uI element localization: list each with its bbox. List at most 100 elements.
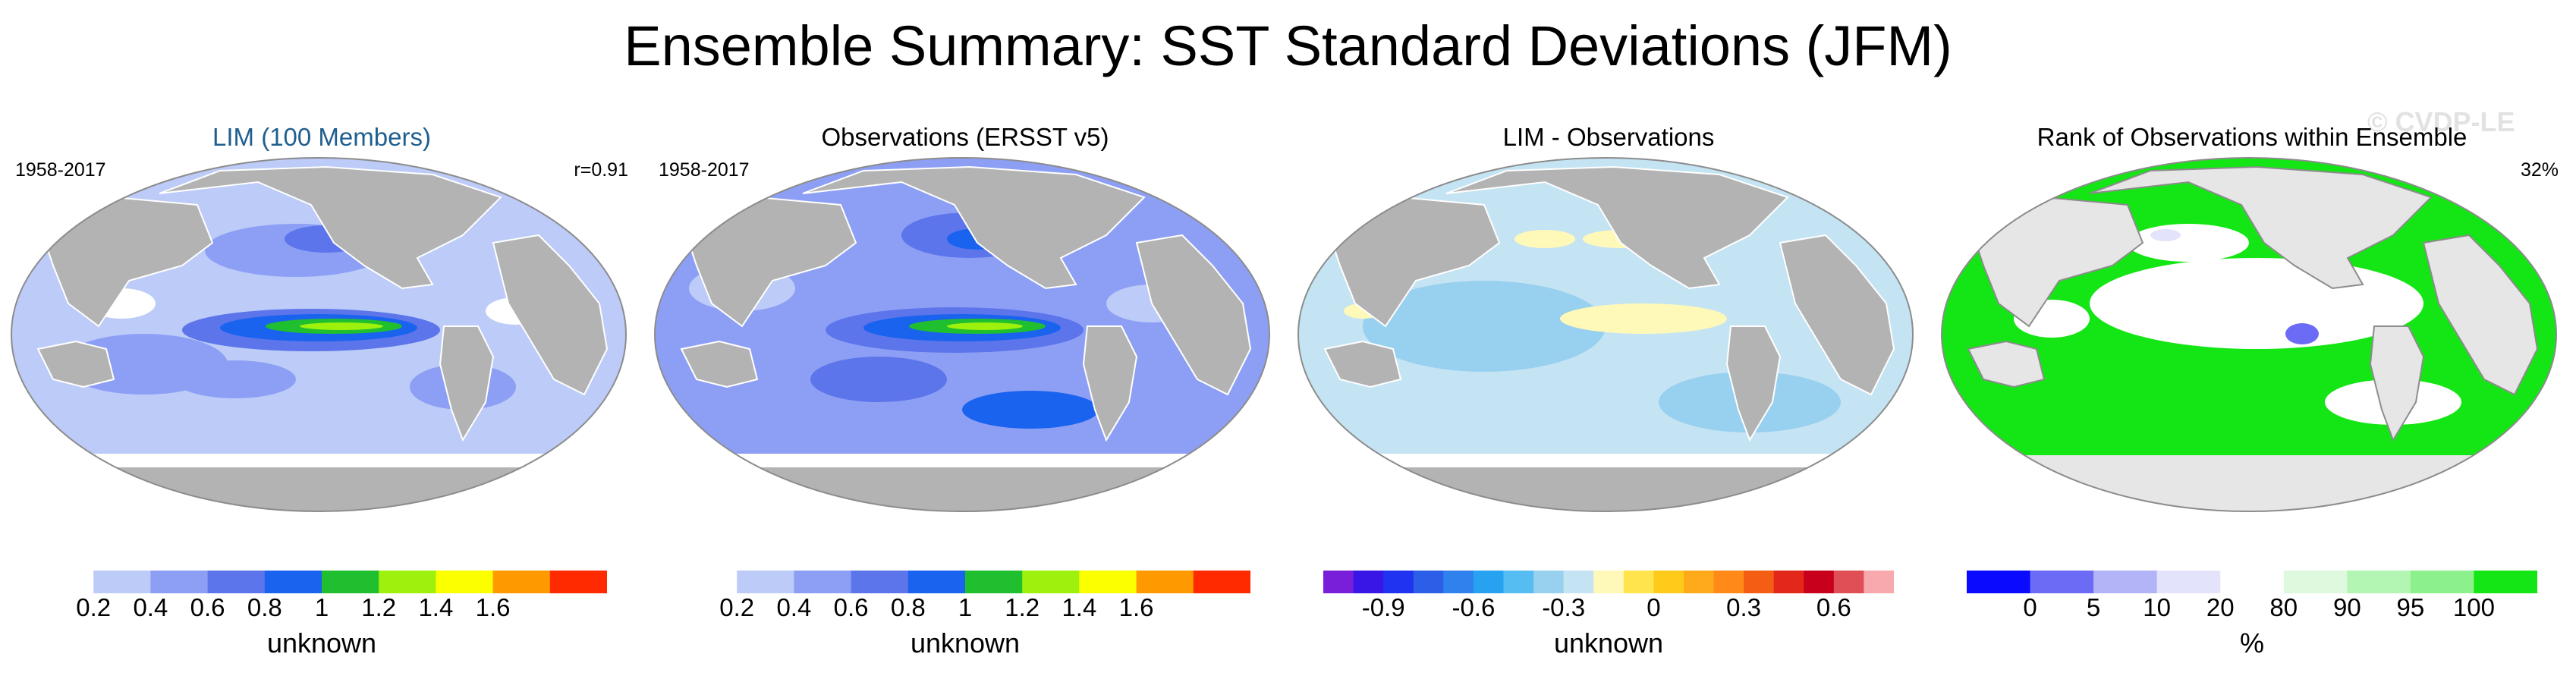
colorbar-swatch [2283, 571, 2348, 593]
colorbar-tick-label: -0.6 [1452, 593, 1495, 621]
colorbar-tick-label: 1.6 [476, 593, 511, 621]
colorbar-swatch [1533, 571, 1565, 593]
colorbar-swatch [965, 571, 1023, 593]
colorbar: 0.2 0.4 0.6 0.8 1 1.2 1.4 1.6 [680, 571, 1250, 621]
panel-rank: Rank of Observations within Ensemble 32%… [1930, 114, 2574, 676]
colorbar-tick-label: 0.2 [76, 593, 111, 621]
colorbar-unit: unknown [910, 627, 1021, 659]
panel-title: LIM (100 Members) [212, 123, 431, 151]
colorbar-swatch [2474, 571, 2537, 593]
panel-title: Observations (ERSST v5) [821, 123, 1109, 151]
colorbar-swatch [1773, 571, 1804, 593]
colorbar-swatch [150, 571, 209, 593]
colorbar-tick-label: 1.6 [1119, 593, 1154, 621]
watermark: © CVDP-LE [2367, 106, 2515, 137]
colorbar-swatch [93, 571, 151, 593]
colorbar-tick-label: 0.6 [1816, 593, 1851, 621]
colorbar-tick-label: 0.3 [1726, 593, 1761, 621]
colorbar-swatch [1864, 571, 1894, 593]
colorbar-swatch [1713, 571, 1744, 593]
colorbar-tick-label: 10 [2143, 593, 2171, 621]
colorbar-swatch [1653, 571, 1684, 593]
colorbar-swatch [1136, 571, 1194, 593]
rank-map [1941, 157, 2557, 512]
sst-std-map [11, 157, 627, 512]
colorbar-swatch [1683, 571, 1715, 593]
colorbar-tick-label: 1 [315, 593, 329, 621]
panel-lim: LIM (100 Members) 1958-2017 r=0.91 [0, 114, 643, 676]
colorbar-swatch [1079, 571, 1137, 593]
colorbar: -0.9-0.6-0.300.30.60.9 [1323, 571, 1894, 621]
colorbar-tick-label: 1.4 [418, 593, 453, 621]
colorbar-swatch [851, 571, 909, 593]
colorbar-swatch [1022, 571, 1080, 593]
colorbar: 0.2 0.4 0.6 0.8 1 1.2 1.4 1.6 [36, 571, 607, 621]
colorbar-tick-label: 20 [2206, 593, 2235, 621]
colorbar-swatch [1323, 571, 1354, 593]
colorbar: 0 5 10 20 80 90 95 100 [1967, 571, 2537, 621]
colorbar-swatch [1804, 571, 1835, 593]
colorbar-swatch [1623, 571, 1654, 593]
percent-label: 32% [2520, 159, 2559, 181]
panel-title: Rank of Observations within Ensemble [2037, 123, 2467, 151]
panel-difference: LIM - Observations -0.9-0.6-0.300.30.60.… [1287, 114, 1930, 676]
period-label: 1958-2017 [659, 159, 750, 181]
colorbar-tick-label: 100 [2453, 593, 2495, 621]
colorbar-swatch [322, 571, 379, 593]
panel-title: LIM - Observations [1502, 123, 1715, 151]
colorbar-tick-label: 0 [1647, 593, 1660, 621]
colorbar-swatch [1383, 571, 1414, 593]
colorbar-unit: unknown [1553, 627, 1664, 659]
colorbar-tick-label: 1.4 [1062, 593, 1096, 621]
colorbar-swatch [379, 571, 436, 593]
colorbar-tick-label: 0.8 [891, 593, 926, 621]
colorbar-swatch [492, 571, 551, 593]
colorbar-swatch [1473, 571, 1504, 593]
colorbar-swatch [1744, 571, 1775, 593]
colorbar-unit: % [2239, 627, 2264, 659]
colorbar-swatch [1413, 571, 1444, 593]
colorbar-swatch [2410, 571, 2474, 593]
colorbar-tick-label: 0.8 [247, 593, 282, 621]
colorbar-swatch [1593, 571, 1625, 593]
colorbar-swatch [680, 571, 738, 593]
colorbar-tick-label: 0.6 [834, 593, 869, 621]
correlation-label: r=0.91 [574, 159, 628, 181]
colorbar-swatch [794, 571, 852, 593]
colorbar-swatch [2220, 571, 2285, 593]
colorbar-swatch [1443, 571, 1474, 593]
colorbar-tick-label: 1.2 [361, 593, 396, 621]
colorbar-swatch [436, 571, 494, 593]
colorbar-tick-label: 0.4 [776, 593, 811, 621]
sst-difference-map [1297, 157, 1914, 512]
colorbar-tick-label: 95 [2397, 593, 2425, 621]
colorbar-swatch [1193, 571, 1250, 593]
colorbar-swatch [207, 571, 266, 593]
sst-std-map [654, 157, 1270, 512]
colorbar-unit: unknown [266, 627, 377, 659]
colorbar-tick-label: 1 [958, 593, 972, 621]
colorbar-tick-label: 0.2 [719, 593, 754, 621]
colorbar-tick-label: -0.3 [1542, 593, 1585, 621]
colorbar-tick-label: 0 [2023, 593, 2037, 621]
colorbar-swatch [36, 571, 94, 593]
colorbar-tick-label: 0.6 [190, 593, 225, 621]
colorbar-swatch [2156, 571, 2221, 593]
panel-observations: Observations (ERSST v5) 1958-2017 0.2 0. [643, 114, 1287, 676]
colorbar-swatch [2030, 571, 2094, 593]
colorbar-tick-label: -0.9 [1362, 593, 1405, 621]
colorbar-swatch [264, 571, 322, 593]
colorbar-swatch [1563, 571, 1594, 593]
colorbar-swatch [2347, 571, 2411, 593]
colorbar-tick-label: 90 [2333, 593, 2361, 621]
colorbar-swatch [1353, 571, 1384, 593]
colorbar-tick-label: 80 [2269, 593, 2298, 621]
colorbar-tick-label: 1.2 [1005, 593, 1040, 621]
colorbar-tick-label: 5 [2087, 593, 2100, 621]
colorbar-swatch [1967, 571, 2031, 593]
colorbar-tick-label: 0.4 [133, 593, 168, 621]
colorbar-swatch [907, 571, 966, 593]
colorbar-swatch [549, 571, 607, 593]
colorbar-swatch [1833, 571, 1864, 593]
colorbar-swatch [1503, 571, 1534, 593]
